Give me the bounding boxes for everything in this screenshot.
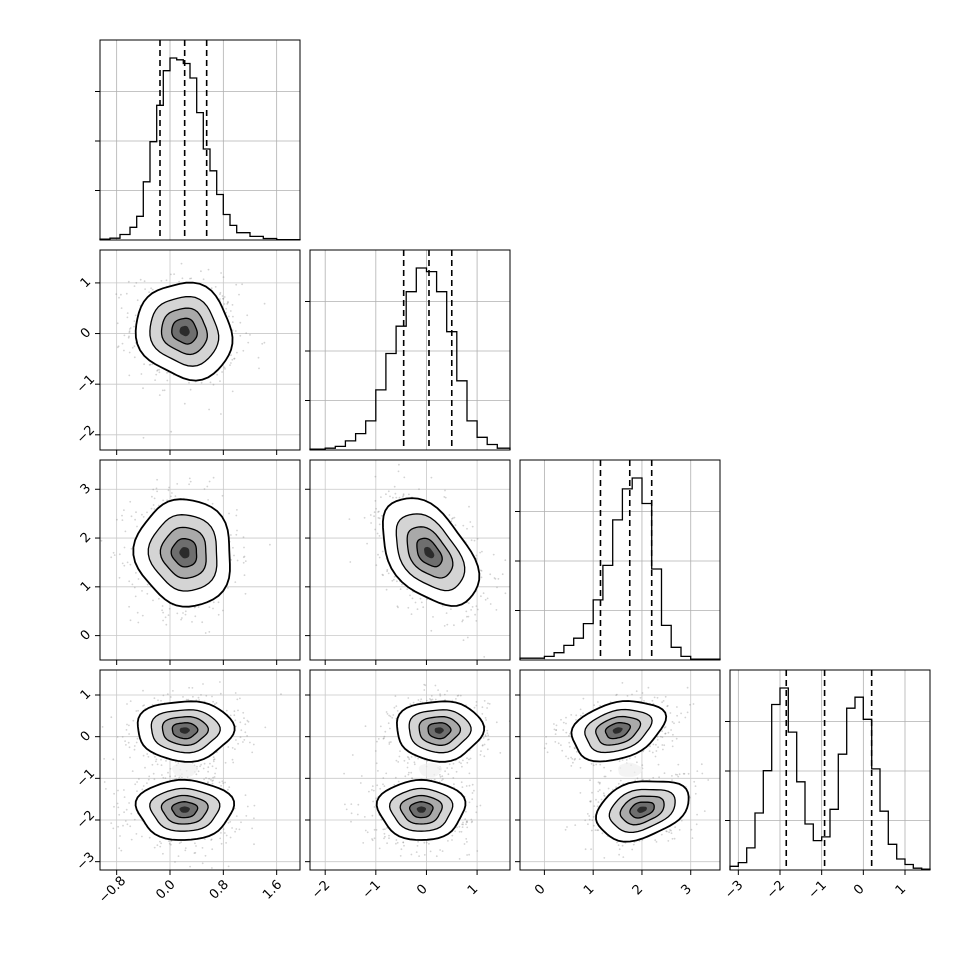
- ytick-label-3-0: −3: [74, 850, 98, 874]
- scatter-panel-2-3: [515, 670, 725, 875]
- xtick-label-1-1: −1: [360, 878, 384, 902]
- scatter-panel-0-3: [95, 670, 300, 875]
- xtick-label-1-3: 1: [465, 882, 481, 898]
- xtick-label-2-2: 2: [630, 882, 646, 898]
- scatter-panel-1-3: [305, 670, 518, 875]
- scatter-panel-0-1: [76, 250, 300, 455]
- xtick-label-3-2: −1: [806, 878, 830, 902]
- ytick-label-1-1: −1: [74, 372, 98, 396]
- scatter-panel-0-2: [95, 453, 300, 666]
- xtick-label-3-4: 1: [893, 882, 909, 898]
- histogram-panel-1: [305, 250, 510, 450]
- xtick-label-3-3: 0: [851, 882, 867, 898]
- xtick-label-2-1: 1: [581, 882, 597, 898]
- xtick-label-0-2: 0.8: [207, 877, 232, 902]
- histogram-panel-2: [515, 460, 720, 660]
- xtick-label-2-0: 0: [532, 882, 548, 898]
- ytick-label-3-2: −1: [74, 766, 98, 790]
- ytick-label-1-0: −2: [74, 423, 98, 447]
- xtick-label-0-3: 1.6: [260, 877, 285, 902]
- ytick-label-3-4: 1: [78, 687, 94, 703]
- ytick-label-1-2: 0: [78, 325, 94, 341]
- ytick-label-2-0: 0: [78, 627, 94, 643]
- ytick-label-2-1: 1: [78, 579, 94, 595]
- scatter-panel-1-2: [305, 460, 510, 665]
- histogram-panel-3: [725, 670, 930, 870]
- ytick-label-3-1: −2: [74, 808, 98, 832]
- xtick-label-3-0: −3: [722, 878, 746, 902]
- xtick-label-1-0: −2: [309, 878, 333, 902]
- ytick-label-2-3: 3: [78, 481, 94, 497]
- histogram-panel-0: [95, 40, 300, 240]
- xtick-label-1-2: 0: [414, 882, 430, 898]
- xtick-label-3-1: −2: [764, 878, 788, 902]
- xtick-label-0-1: 0.0: [153, 877, 178, 902]
- xtick-label-2-3: 3: [678, 882, 694, 898]
- ytick-label-1-3: 1: [78, 275, 94, 291]
- ytick-label-3-3: 0: [78, 728, 94, 744]
- ytick-label-2-2: 2: [78, 530, 94, 546]
- xtick-label-0-0: −0.8: [96, 874, 129, 907]
